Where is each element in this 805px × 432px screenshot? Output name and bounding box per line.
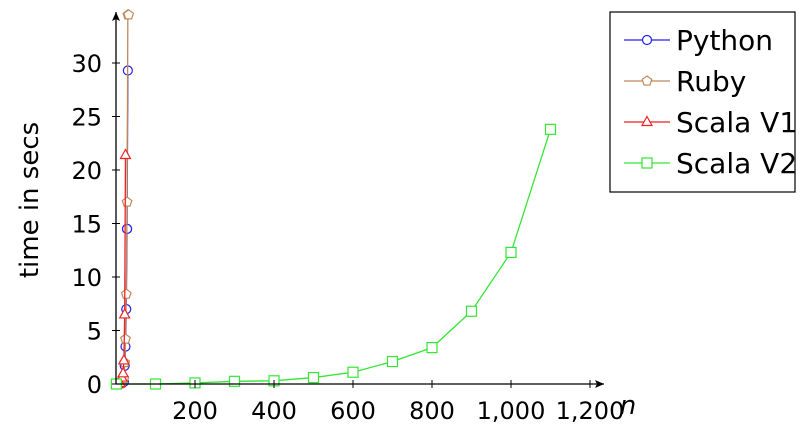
y-axis-label: time in secs: [15, 122, 45, 278]
legend-marker: [640, 115, 654, 127]
data-point: [386, 355, 399, 368]
y-tick-label: 30: [71, 50, 102, 78]
legend-label: Scala V1: [676, 106, 797, 139]
plot-area: [110, 9, 557, 390]
data-point: [544, 123, 557, 135]
y-tick-label: 10: [71, 264, 102, 292]
x-tick-label: 400: [251, 397, 297, 425]
legend-item: Scala V2: [624, 147, 797, 180]
data-point: [118, 307, 131, 319]
data-point: [347, 366, 359, 378]
legend-item: Ruby: [624, 65, 746, 98]
y-tick-label: 0: [87, 371, 102, 399]
x-tick-label: 1,200: [556, 397, 625, 425]
x-tick-label: 1,000: [477, 397, 546, 425]
data-point: [123, 9, 135, 20]
y-tick-label: 20: [71, 157, 102, 185]
series-scala-v2: [110, 123, 557, 390]
data-point: [505, 246, 517, 258]
legend: Python Ruby Scala V1 Scala V2: [609, 11, 797, 193]
legend-box: [609, 11, 796, 193]
data-point: [120, 333, 131, 344]
y-axis-arrow: [112, 12, 120, 21]
y-tick-label: 25: [71, 104, 102, 132]
legend-marker: [641, 157, 653, 169]
y-tick-label: 15: [71, 211, 102, 239]
data-point: [121, 196, 133, 207]
data-point: [465, 305, 478, 317]
legend-label: Python: [676, 24, 773, 57]
data-point: [228, 375, 241, 387]
y-tick-label: 5: [87, 318, 102, 346]
data-point: [117, 353, 130, 365]
x-axis-arrow: [595, 380, 604, 388]
data-point: [307, 371, 320, 384]
legend-label: Scala V2: [676, 147, 797, 180]
x-axis-label: n: [620, 391, 636, 421]
series-line: [116, 129, 552, 385]
legend-item: Scala V1: [624, 106, 797, 139]
data-point: [426, 342, 438, 354]
data-point: [117, 366, 130, 378]
axes: 200 400 600 800 1,000 1,200 0 5 10 15 20 25 30 n time …: [15, 12, 636, 425]
data-point: [119, 148, 132, 160]
legend-item: Python: [624, 24, 773, 57]
series-line: [116, 155, 127, 385]
x-tick-label: 800: [409, 397, 455, 425]
legend-label: Ruby: [676, 65, 746, 98]
x-tick-label: 600: [330, 397, 376, 425]
legend-marker: [641, 75, 653, 86]
x-tick-label: 200: [172, 397, 218, 425]
data-point: [120, 288, 132, 299]
legend-marker: [641, 34, 653, 46]
